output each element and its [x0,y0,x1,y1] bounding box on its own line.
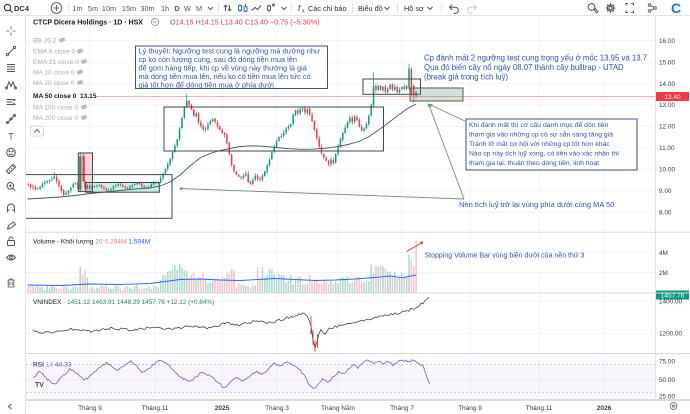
svg-text:MA 200 close 0: MA 200 close 0 [33,115,78,122]
svg-text:f: f [298,4,301,13]
svg-text:13.00: 13.00 [659,102,675,109]
svg-text:13.15: 13.15 [80,93,97,100]
svg-text:VNINDEX · 1451.12 1463.91 1448: VNINDEX · 1451.12 1463.91 1448.29 1457.7… [33,299,214,306]
svg-text:15.00: 15.00 [659,59,675,66]
svg-text:MA 10 close 0: MA 10 close 0 [33,69,75,76]
svg-text:x: x [302,9,305,15]
svg-text:MA 100 close 0: MA 100 close 0 [33,104,78,111]
svg-text:EMA 21 close 0: EMA 21 close 0 [33,59,79,66]
svg-text:để gom hàng tiếp, khi cp về vù: để gom hàng tiếp, khi cp về vùng này thư… [139,63,308,72]
svg-text:tham gia lại, thuận theo dòng: tham gia lại, thuận theo dòng tiền, linh… [469,158,599,167]
svg-text:9.00: 9.00 [659,188,672,195]
svg-text:5m: 5m [88,4,98,13]
svg-text:D: D [174,4,179,13]
svg-text:Nào cp này tích luỹ xong, có t: Nào cp này tích luỹ xong, có tiền vào xá… [469,149,619,158]
svg-text:cp ko còn lượng cung, sau đó d: cp ko còn lượng cung, sau đó dòng tiền m… [139,55,298,64]
svg-text:2M: 2M [659,270,668,277]
svg-text:Tháng 11: Tháng 11 [526,405,553,412]
svg-text:TV: TV [35,382,44,389]
svg-text:25.00: 25.00 [659,394,675,401]
svg-text:2025: 2025 [215,405,230,412]
svg-text:15m: 15m [122,4,136,13]
svg-text:T: T [8,132,14,142]
svg-text:1200.00: 1200.00 [659,331,683,338]
svg-text:11.00: 11.00 [659,145,675,152]
svg-text:12.00: 12.00 [659,124,675,131]
svg-text:Tháng 7: Tháng 7 [390,405,414,412]
svg-text:Lý thuyết: Ngưỡng test cung là: Lý thuyết: Ngưỡng test cung là ngưỡng mà… [139,47,320,56]
svg-text:Cp đánh mất 2 ngưỡng test cung: Cp đánh mất 2 ngưỡng test cung trọng yếu… [424,54,647,63]
svg-text:Qua đó biến cây nổ ngày 08.07: Qua đó biến cây nổ ngày 08.07 thành cây … [424,63,624,72]
svg-text:4M: 4M [659,250,668,257]
svg-text:13.40: 13.40 [664,94,681,101]
svg-text:Stopping Volume Bar vùng biên: Stopping Volume Bar vùng biên dưới của n… [425,251,585,260]
svg-text:O14.15 H14.15 L13.40 C13.40 −0: O14.15 H14.15 L13.40 C13.40 −0.75 (−5.30… [170,18,319,27]
svg-text:Khi đánh mất thì cơ cấu danh m: Khi đánh mất thì cơ cấu danh mục để dồn … [469,120,609,129]
svg-text:75.00: 75.00 [659,358,675,365]
svg-text:10.00: 10.00 [659,167,675,174]
svg-text:1h: 1h [161,4,169,13]
svg-text:14.00: 14.00 [659,81,675,88]
svg-text:2026: 2026 [597,405,612,412]
svg-text:M: M [196,4,202,13]
svg-text:Nén tích luỹ trở lại vùng phía: Nén tích luỹ trở lại vùng phía dưới cùng… [459,200,614,209]
svg-text:CTCP Dicera Holdings · 1D · HS: CTCP Dicera Holdings · 1D · HSX [33,20,143,27]
svg-text:10m: 10m [102,4,116,13]
svg-text:8.00: 8.00 [659,210,672,217]
svg-text:Tránh lỡ mất cơ hội với những: Tránh lỡ mất cơ hội với những cp tốt hơn… [469,139,610,148]
svg-text:Tháng Năm: Tháng Năm [321,405,355,412]
svg-text:Các chỉ báo: Các chỉ báo [308,4,347,13]
svg-text:Tháng 3: Tháng 3 [265,405,289,412]
svg-text:W: W [184,4,191,13]
svg-text:Tháng 11: Tháng 11 [142,405,169,412]
svg-text:50.00: 50.00 [659,377,675,384]
svg-text:Volume - Khối lượng 20 5.294M: Volume - Khối lượng 20 5.294M 1.594M [33,236,150,245]
svg-text:DC4: DC4 [14,4,30,13]
svg-text:Tháng 9: Tháng 9 [458,405,482,412]
svg-text:mà dòng tiền mua lên, nếu ko c: mà dòng tiền mua lên, nếu ko có tiền mua… [139,72,311,81]
svg-text:16.00: 16.00 [659,38,675,45]
svg-text:Hồ sơ: Hồ sơ [404,4,424,13]
svg-text:1400.00: 1400.00 [659,298,683,305]
svg-text:EMA 8 close 0: EMA 8 close 0 [33,48,75,55]
svg-text:(break giả trong tích luỹ): (break giả trong tích luỹ) [424,73,508,82]
svg-text:Biểu đồ: Biểu đồ [358,4,383,13]
svg-text:Tháng 9: Tháng 9 [78,405,102,412]
svg-text:MA 20 close 0: MA 20 close 0 [33,80,75,87]
svg-text:C: C [671,0,681,16]
svg-text:1457.76: 1457.76 [661,293,685,300]
svg-text:giá tốt hơn để dòng tiền mua ở: giá tốt hơn để dòng tiền mua ở phía dưới [139,80,275,89]
svg-text:MA 50 close 0: MA 50 close 0 [33,93,77,100]
svg-text:RSI 14 44.33: RSI 14 44.33 [33,361,72,368]
svg-text:30m: 30m [140,4,154,13]
svg-text:tham gia vào những cp có sự sẵ: tham gia vào những cp có sự sẵn sàng tăn… [469,129,613,138]
svg-text:1m: 1m [72,4,82,13]
svg-text:BB 20 2: BB 20 2 [33,37,57,44]
